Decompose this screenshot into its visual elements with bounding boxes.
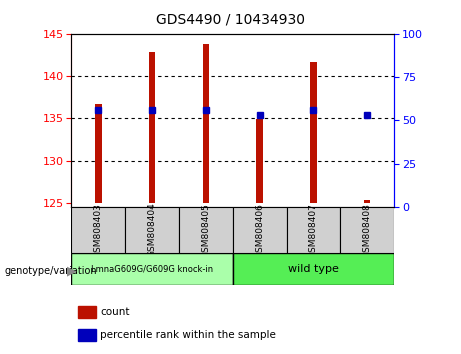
Text: ▶: ▶ xyxy=(67,264,77,277)
Text: GSM808405: GSM808405 xyxy=(201,202,210,258)
Bar xyxy=(287,207,340,253)
Text: GSM808406: GSM808406 xyxy=(255,202,264,258)
Bar xyxy=(233,207,287,253)
Bar xyxy=(78,306,96,318)
Bar xyxy=(149,52,155,203)
Bar xyxy=(203,44,209,203)
Text: GSM808408: GSM808408 xyxy=(363,202,372,258)
Bar xyxy=(364,200,371,203)
Text: wild type: wild type xyxy=(288,264,339,274)
Bar xyxy=(179,207,233,253)
Bar xyxy=(78,329,96,341)
Bar xyxy=(71,207,125,253)
Text: GDS4490 / 10434930: GDS4490 / 10434930 xyxy=(156,12,305,27)
Text: GSM808407: GSM808407 xyxy=(309,202,318,258)
Text: GSM808403: GSM808403 xyxy=(94,202,103,258)
Bar xyxy=(256,119,263,203)
Bar xyxy=(71,253,233,285)
Text: count: count xyxy=(100,307,130,317)
Text: LmnaG609G/G609G knock-in: LmnaG609G/G609G knock-in xyxy=(91,264,213,274)
Bar xyxy=(95,104,101,203)
Bar xyxy=(233,253,394,285)
Bar xyxy=(125,207,179,253)
Bar xyxy=(310,62,317,203)
Text: percentile rank within the sample: percentile rank within the sample xyxy=(100,330,277,340)
Text: genotype/variation: genotype/variation xyxy=(5,266,97,276)
Text: GSM808404: GSM808404 xyxy=(148,203,157,257)
Bar xyxy=(340,207,394,253)
